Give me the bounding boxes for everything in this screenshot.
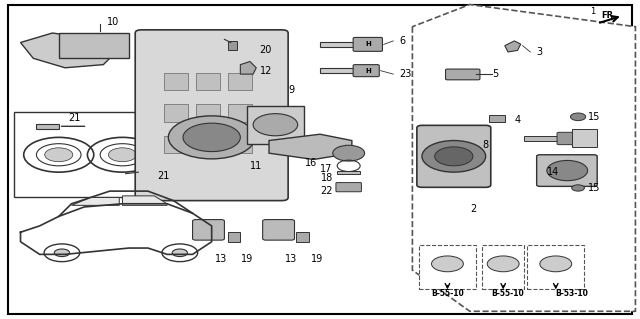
Bar [36, 124, 59, 129]
FancyBboxPatch shape [353, 65, 380, 77]
Bar [228, 104, 252, 122]
Text: 13: 13 [285, 254, 298, 264]
Polygon shape [72, 197, 119, 205]
Circle shape [422, 141, 486, 172]
Bar [138, 174, 154, 177]
Bar [196, 72, 220, 90]
Bar [320, 68, 362, 72]
Circle shape [333, 145, 365, 161]
Polygon shape [412, 4, 636, 311]
Circle shape [570, 113, 586, 121]
Bar [196, 136, 220, 153]
Text: 8: 8 [483, 140, 488, 150]
Bar [228, 72, 252, 90]
Polygon shape [241, 62, 256, 74]
Bar [196, 104, 220, 122]
Text: 19: 19 [241, 254, 253, 264]
Circle shape [487, 256, 519, 272]
Bar [337, 171, 360, 174]
Text: 15: 15 [588, 112, 600, 122]
FancyBboxPatch shape [445, 69, 480, 80]
Text: 17: 17 [321, 164, 333, 174]
Text: 19: 19 [310, 254, 323, 264]
Circle shape [253, 114, 298, 136]
Text: B-55-10: B-55-10 [492, 289, 524, 298]
Circle shape [547, 160, 588, 181]
FancyBboxPatch shape [193, 219, 225, 240]
Bar [483, 245, 524, 289]
Bar [164, 72, 188, 90]
Text: 15: 15 [588, 183, 600, 193]
FancyBboxPatch shape [353, 37, 383, 51]
FancyBboxPatch shape [557, 132, 583, 145]
FancyBboxPatch shape [336, 182, 362, 192]
Bar [527, 245, 584, 289]
FancyBboxPatch shape [262, 219, 294, 240]
Bar [419, 245, 476, 289]
Bar [296, 232, 309, 242]
Circle shape [168, 116, 255, 159]
Text: 4: 4 [515, 115, 520, 125]
Circle shape [45, 148, 73, 162]
Bar [228, 232, 241, 242]
Text: 2: 2 [470, 204, 476, 213]
Text: 10: 10 [107, 17, 119, 27]
Text: 20: 20 [260, 45, 272, 56]
Bar [572, 130, 597, 147]
Polygon shape [269, 134, 352, 160]
Bar [320, 41, 362, 47]
Polygon shape [122, 196, 167, 205]
Text: 14: 14 [547, 167, 559, 177]
Text: 5: 5 [492, 69, 499, 79]
Bar [228, 136, 252, 153]
Text: H: H [365, 41, 371, 48]
Bar [59, 33, 129, 58]
Bar [164, 104, 188, 122]
Bar [489, 115, 505, 122]
Text: B-53-10: B-53-10 [556, 289, 588, 298]
Bar [524, 136, 562, 141]
Text: 16: 16 [305, 158, 317, 168]
Text: FR.: FR. [602, 11, 617, 20]
Text: 23: 23 [399, 69, 412, 79]
Text: 11: 11 [250, 161, 262, 171]
Polygon shape [20, 33, 116, 68]
Polygon shape [505, 41, 521, 52]
Text: H: H [365, 68, 371, 74]
Text: 3: 3 [537, 47, 543, 57]
Bar [14, 112, 186, 197]
Bar [228, 41, 237, 50]
Bar [164, 136, 188, 153]
Circle shape [183, 123, 241, 152]
Circle shape [431, 256, 463, 272]
Circle shape [54, 249, 70, 256]
Circle shape [540, 256, 572, 272]
Text: 12: 12 [260, 66, 272, 76]
Text: 13: 13 [215, 254, 227, 264]
FancyBboxPatch shape [417, 125, 491, 187]
FancyBboxPatch shape [537, 155, 597, 186]
Text: 21: 21 [157, 171, 170, 181]
Text: B-55-10: B-55-10 [431, 289, 464, 298]
Circle shape [108, 148, 136, 162]
Text: 21: 21 [68, 113, 81, 123]
Text: 1: 1 [590, 7, 595, 16]
Text: 9: 9 [288, 85, 294, 95]
Circle shape [572, 185, 584, 191]
Circle shape [435, 147, 473, 166]
Text: 6: 6 [399, 36, 406, 46]
Bar [246, 106, 304, 144]
Text: 18: 18 [321, 174, 333, 183]
Circle shape [172, 249, 188, 256]
FancyBboxPatch shape [135, 30, 288, 201]
Text: 22: 22 [320, 186, 333, 196]
